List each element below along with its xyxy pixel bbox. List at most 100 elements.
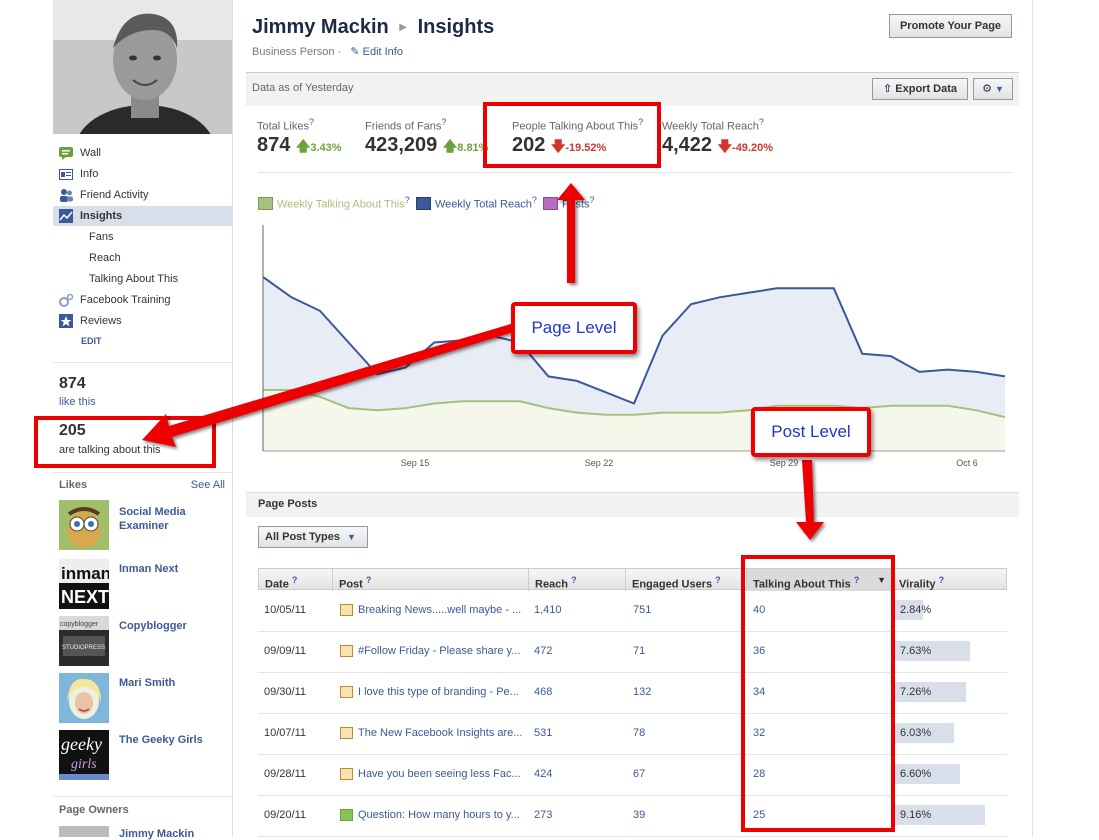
post-talking-about[interactable]: 40 — [753, 604, 766, 616]
post-talking-about[interactable]: 36 — [753, 645, 766, 657]
liked-page-thumbnail[interactable]: geeky girls — [59, 730, 109, 780]
legend-item[interactable]: Weekly Talking About This? — [258, 195, 410, 211]
help-icon[interactable]: ? — [531, 195, 537, 205]
column-divider — [1032, 0, 1033, 837]
column-header-virality[interactable]: Virality ? — [893, 569, 1008, 591]
liked-page-name[interactable]: Social Media Examiner — [119, 506, 186, 532]
liked-page-name[interactable]: Copyblogger — [119, 620, 187, 632]
post-date: 10/05/11 — [264, 604, 307, 616]
profile-photo[interactable] — [53, 0, 232, 134]
post-talking-about[interactable]: 28 — [753, 768, 766, 780]
help-icon[interactable]: ? — [308, 117, 314, 127]
post-engaged-users[interactable]: 132 — [633, 686, 652, 698]
column-header-date[interactable]: Date ? — [259, 569, 333, 591]
sidebar-item-info[interactable]: Info — [53, 164, 232, 184]
sidebar-subitem-fans[interactable]: Fans — [89, 231, 114, 243]
column-header-post[interactable]: Post ? — [333, 569, 529, 591]
settings-dropdown-button[interactable]: ⚙ ▼ — [973, 78, 1013, 100]
promote-page-button[interactable]: Promote Your Page — [889, 14, 1012, 38]
post-talking-about[interactable]: 34 — [753, 686, 766, 698]
chevron-down-icon: ▼ — [995, 84, 1004, 94]
post-reach[interactable]: 468 — [534, 686, 553, 698]
help-icon[interactable]: ? — [938, 575, 945, 585]
help-icon[interactable]: ? — [404, 195, 410, 205]
post-message-link[interactable]: #Follow Friday - Please share y... — [358, 645, 521, 657]
post-reach[interactable]: 424 — [534, 768, 553, 780]
help-icon[interactable]: ? — [638, 117, 644, 127]
post-date: 09/09/11 — [264, 645, 307, 657]
stat-change: -19.52% — [565, 142, 607, 154]
post-engaged-users[interactable]: 39 — [633, 809, 646, 821]
legend-item[interactable]: Weekly Total Reach? — [416, 195, 537, 211]
post-talking-about[interactable]: 25 — [753, 809, 766, 821]
post-engaged-users[interactable]: 71 — [633, 645, 646, 657]
column-header-talking-about-this[interactable]: Talking About This ? ▼ — [747, 569, 893, 591]
svg-text:girls: girls — [71, 757, 97, 772]
post-engaged-users[interactable]: 751 — [633, 604, 652, 616]
post-message-link[interactable]: Breaking News.....well maybe - ... — [358, 604, 522, 616]
help-icon[interactable]: ? — [571, 575, 577, 585]
post-type-filter-dropdown[interactable]: All Post Types ▼ — [258, 526, 368, 548]
post-reach[interactable]: 273 — [534, 809, 553, 821]
column-header-engaged-users[interactable]: Engaged Users ? — [626, 569, 747, 591]
arrow-down-icon: 🡇 — [717, 138, 733, 154]
sidebar-edit-link[interactable]: EDIT — [81, 336, 102, 346]
liked-page-thumbnail[interactable]: inman NEXT — [59, 559, 111, 609]
post-message-link[interactable]: I love this type of branding - Pe... — [358, 686, 519, 698]
table-row[interactable]: 10/07/11 The New Facebook Insights are...… — [258, 713, 1007, 755]
liked-page-name[interactable]: Mari Smith — [119, 677, 176, 689]
help-icon[interactable]: ? — [441, 117, 447, 127]
post-virality: 6.60% — [900, 768, 932, 780]
sort-down-icon[interactable]: ▼ — [877, 575, 886, 585]
link-post-icon — [340, 604, 353, 616]
page-name-link[interactable]: Jimmy Mackin — [252, 16, 389, 38]
arrow-up-icon: 🡅 — [442, 138, 458, 154]
help-icon[interactable]: ? — [758, 117, 764, 127]
virality-bar — [895, 723, 954, 743]
table-row[interactable]: 10/05/11 Breaking News.....well maybe - .… — [258, 590, 1007, 632]
likes-count-link[interactable]: like this — [59, 396, 96, 408]
table-row[interactable]: 09/30/11 I love this type of branding - P… — [258, 672, 1007, 714]
post-date: 09/28/11 — [264, 768, 307, 780]
sidebar-item-facebook-training[interactable]: Facebook Training — [53, 290, 232, 310]
edit-info-link[interactable]: Edit Info — [362, 46, 403, 58]
post-message-link[interactable]: Have you been seeing less Fac... — [358, 768, 521, 780]
post-message-link[interactable]: The New Facebook Insights are... — [358, 727, 522, 739]
posts-section-bar — [246, 492, 1019, 517]
sidebar-subitem-reach[interactable]: Reach — [89, 252, 121, 264]
export-data-button[interactable]: ⇧ Export Data — [872, 78, 968, 100]
see-all-link[interactable]: See All — [190, 479, 225, 491]
liked-page-name[interactable]: The Geeky Girls — [119, 734, 203, 746]
liked-page-name[interactable]: Inman Next — [119, 563, 179, 575]
help-icon[interactable]: ? — [853, 575, 860, 585]
post-reach[interactable]: 531 — [534, 727, 553, 739]
post-date: 09/30/11 — [264, 686, 307, 698]
sidebar-item-insights[interactable]: Insights — [53, 206, 232, 226]
help-icon[interactable]: ? — [365, 575, 372, 585]
x-tick-label: Sep 29 — [770, 458, 799, 468]
owner-avatar[interactable] — [59, 826, 109, 837]
post-talking-about[interactable]: 32 — [753, 727, 766, 739]
post-message-link[interactable]: Question: How many hours to y... — [358, 809, 520, 821]
liked-page-thumbnail[interactable] — [59, 673, 109, 723]
link-post-icon — [340, 727, 353, 739]
legend-swatch — [258, 196, 273, 210]
help-icon[interactable]: ? — [589, 195, 595, 205]
post-engaged-users[interactable]: 67 — [633, 768, 646, 780]
post-reach[interactable]: 1,410 — [534, 604, 562, 616]
liked-page-thumbnail[interactable]: copyblogger STUDIOPRESS — [59, 616, 109, 666]
stat-change: -49.20% — [732, 142, 774, 154]
likes-header: Likes — [59, 479, 88, 491]
help-icon[interactable]: ? — [291, 575, 298, 585]
sidebar-item-wall[interactable]: Wall — [53, 143, 232, 163]
column-header-reach[interactable]: Reach ? — [529, 569, 626, 591]
sidebar-item-friend-activity[interactable]: Friend Activity — [53, 185, 232, 205]
post-engaged-users[interactable]: 78 — [633, 727, 646, 739]
help-icon[interactable]: ? — [715, 575, 721, 585]
table-row[interactable]: 09/28/11 Have you been seeing less Fac...… — [258, 754, 1007, 796]
post-reach[interactable]: 472 — [534, 645, 553, 657]
table-row[interactable]: 09/09/11 #Follow Friday - Please share y.… — [258, 631, 1007, 673]
liked-page-thumbnail[interactable] — [59, 500, 109, 550]
sidebar-subitem-talking-about-this[interactable]: Talking About This — [89, 273, 179, 285]
sidebar-item-reviews[interactable]: Reviews — [53, 311, 232, 331]
